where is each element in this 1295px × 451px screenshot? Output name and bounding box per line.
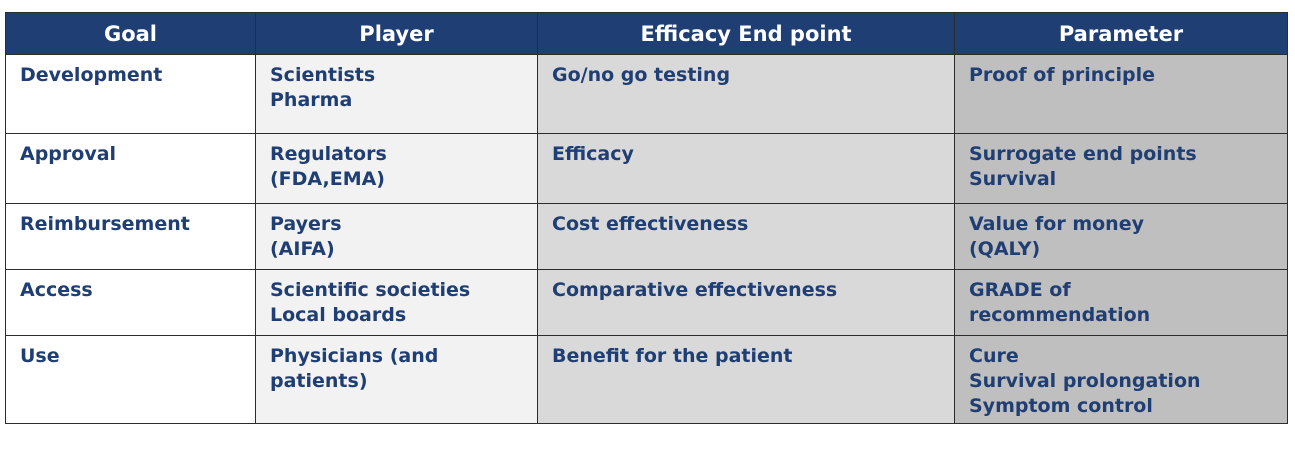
table-row: Use Physicians (and patients) Benefit for… bbox=[5, 335, 1288, 424]
cell-line: Cost effectiveness bbox=[552, 213, 749, 235]
cell-line: Go/no go testing bbox=[552, 64, 731, 86]
cell-line: Approval bbox=[20, 143, 117, 165]
cell-line: Benefit for the patient bbox=[552, 345, 793, 367]
cell-player: Regulators (FDA,EMA) bbox=[255, 133, 538, 204]
cell-line: Value for money bbox=[969, 213, 1144, 235]
header-efficacy-end-point: Efficacy End point bbox=[537, 12, 955, 55]
cell-efficacy: Benefit for the patient bbox=[537, 335, 955, 424]
cell-line: Regulators bbox=[270, 143, 387, 165]
cell-efficacy: Go/no go testing bbox=[537, 54, 955, 134]
table-container: Goal Player Efficacy End point Parameter… bbox=[5, 12, 1288, 424]
cell-goal: Development bbox=[5, 54, 256, 134]
cell-goal: Use bbox=[5, 335, 256, 424]
cell-line: Scientific societies bbox=[270, 279, 471, 301]
cell-line: Survival bbox=[969, 168, 1057, 190]
cell-line: patients) bbox=[270, 370, 368, 392]
cell-efficacy: Cost effectiveness bbox=[537, 203, 955, 270]
cell-line: GRADE of bbox=[969, 279, 1071, 301]
table-row: Access Scientific societies Local boards … bbox=[5, 269, 1288, 336]
cell-parameter: Cure Survival prolongation Symptom control bbox=[954, 335, 1288, 424]
cell-line: Development bbox=[20, 64, 163, 86]
cell-line: (FDA,EMA) bbox=[270, 168, 385, 190]
cell-line: Local boards bbox=[270, 304, 407, 326]
cell-goal: Reimbursement bbox=[5, 203, 256, 270]
cell-player: Payers (AIFA) bbox=[255, 203, 538, 270]
cell-line: Physicians (and bbox=[270, 345, 439, 367]
cell-line: Scientists bbox=[270, 64, 376, 86]
table-row: Approval Regulators (FDA,EMA) Efficacy Su… bbox=[5, 133, 1288, 204]
cell-goal: Access bbox=[5, 269, 256, 336]
cell-line: (QALY) bbox=[969, 238, 1041, 260]
header-parameter: Parameter bbox=[954, 12, 1288, 55]
cell-line: Surrogate end points bbox=[969, 143, 1197, 165]
cell-player: Scientific societies Local boards bbox=[255, 269, 538, 336]
cell-line: Payers bbox=[270, 213, 342, 235]
cell-efficacy: Comparative effectiveness bbox=[537, 269, 955, 336]
table-row: Reimbursement Payers (AIFA) Cost effectiv… bbox=[5, 203, 1288, 270]
cell-line: Cure bbox=[969, 345, 1019, 367]
cell-line: Comparative effectiveness bbox=[552, 279, 838, 301]
cell-line: Pharma bbox=[270, 89, 353, 111]
cell-line: Proof of principle bbox=[969, 64, 1156, 86]
header-goal: Goal bbox=[5, 12, 256, 55]
cell-goal: Approval bbox=[5, 133, 256, 204]
cell-player: Physicians (and patients) bbox=[255, 335, 538, 424]
cell-parameter: Value for money (QALY) bbox=[954, 203, 1288, 270]
header-player: Player bbox=[255, 12, 538, 55]
cell-line: (AIFA) bbox=[270, 238, 335, 260]
cell-efficacy: Efficacy bbox=[537, 133, 955, 204]
efficacy-table: Goal Player Efficacy End point Parameter… bbox=[5, 12, 1288, 424]
cell-line: Symptom control bbox=[969, 395, 1153, 417]
cell-parameter: GRADE of recommendation bbox=[954, 269, 1288, 336]
header-row: Goal Player Efficacy End point Parameter bbox=[5, 12, 1288, 55]
cell-line: Reimbursement bbox=[20, 213, 190, 235]
cell-line: Access bbox=[20, 279, 93, 301]
cell-parameter: Surrogate end points Survival bbox=[954, 133, 1288, 204]
cell-line: recommendation bbox=[969, 304, 1151, 326]
cell-line: Survival prolongation bbox=[969, 370, 1201, 392]
cell-line: Efficacy bbox=[552, 143, 634, 165]
cell-player: Scientists Pharma bbox=[255, 54, 538, 134]
table-row: Development Scientists Pharma Go/no go te… bbox=[5, 54, 1288, 134]
cell-line: Use bbox=[20, 345, 60, 367]
cell-parameter: Proof of principle bbox=[954, 54, 1288, 134]
